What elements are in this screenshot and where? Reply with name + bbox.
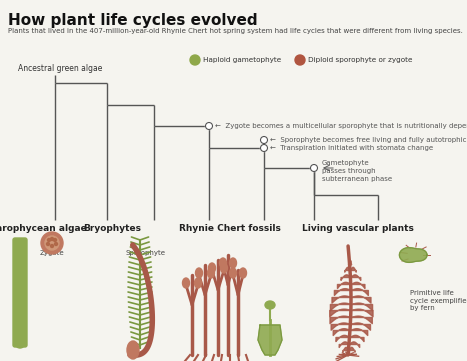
Polygon shape [399,248,427,262]
Ellipse shape [220,263,227,273]
Ellipse shape [194,278,201,288]
Ellipse shape [127,341,139,359]
Ellipse shape [16,240,24,246]
Circle shape [205,122,212,130]
Ellipse shape [196,268,203,278]
Text: Gametophyte
passes through
subterranean phase: Gametophyte passes through subterranean … [322,160,392,182]
Text: ←  Transpiration initiated with stomata change: ← Transpiration initiated with stomata c… [270,145,433,151]
Text: Charophycean algae: Charophycean algae [0,224,87,233]
FancyBboxPatch shape [13,238,27,347]
Circle shape [41,232,63,254]
Circle shape [295,55,305,65]
Ellipse shape [208,263,215,273]
Text: Zygote: Zygote [40,250,64,256]
Text: Sporophyte: Sporophyte [125,250,165,256]
Ellipse shape [207,268,214,278]
Text: How plant life cycles evolved: How plant life cycles evolved [8,13,258,28]
Text: Living vascular plants: Living vascular plants [302,224,414,233]
Text: Rhynie Chert fossils: Rhynie Chert fossils [179,224,281,233]
Ellipse shape [229,268,236,278]
Text: Ancestral green algae: Ancestral green algae [18,64,102,73]
Text: ←  Zygote becomes a multicellular sporophyte that is nutritionally dependent on : ← Zygote becomes a multicellular sporoph… [215,123,467,129]
Circle shape [48,239,50,242]
Text: Diploid sporophyte or zygote: Diploid sporophyte or zygote [308,57,412,63]
Circle shape [311,165,318,171]
Ellipse shape [16,342,24,348]
Text: Bryophytes: Bryophytes [83,224,141,233]
Text: Plants that lived in the 407-million-year-old Rhynie Chert hot spring system had: Plants that lived in the 407-million-yea… [8,28,463,34]
Polygon shape [258,325,282,355]
Text: Haploid gametophyte: Haploid gametophyte [203,57,281,63]
Circle shape [50,244,54,248]
Circle shape [45,236,59,250]
Circle shape [261,136,268,144]
Circle shape [55,243,57,245]
Circle shape [261,144,268,152]
Ellipse shape [219,258,226,268]
Circle shape [190,55,200,65]
Ellipse shape [183,278,190,288]
Circle shape [50,238,54,240]
Text: ←  Sporophyte becomes free living and fully autotrophic: ← Sporophyte becomes free living and ful… [270,137,467,143]
Ellipse shape [229,258,236,268]
Circle shape [47,243,50,245]
Ellipse shape [240,268,247,278]
Text: Primitive life
cycle exemplified
by fern: Primitive life cycle exemplified by fern [410,290,467,311]
Ellipse shape [265,301,275,309]
Circle shape [54,239,57,242]
